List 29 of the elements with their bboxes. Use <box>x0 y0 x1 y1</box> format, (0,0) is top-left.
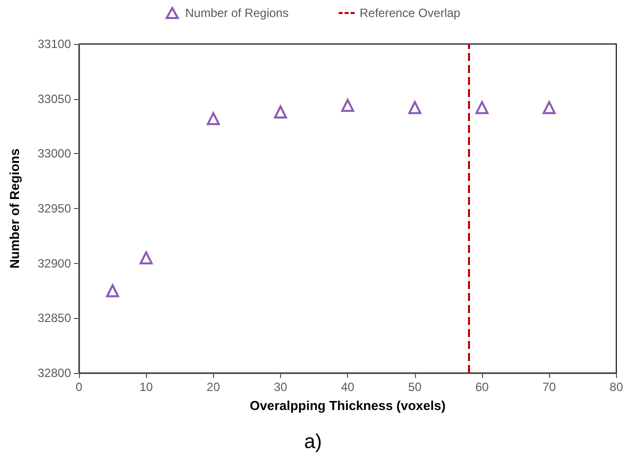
x-tick-label: 50 <box>408 380 422 394</box>
y-tick-label: 32800 <box>38 366 72 380</box>
text: a) <box>304 431 322 453</box>
legend-label: Number of Regions <box>185 6 289 20</box>
point <box>408 101 422 114</box>
x-tick-label: 80 <box>610 380 624 394</box>
y-tick-label: 33050 <box>38 92 72 106</box>
x-tick-label: 10 <box>139 380 154 394</box>
point <box>106 284 120 298</box>
y-tick-label: 33100 <box>38 37 72 51</box>
point <box>140 251 153 264</box>
point <box>206 112 220 126</box>
y-tick-label: 32900 <box>38 256 72 270</box>
point <box>475 101 488 114</box>
x-tick-label: 30 <box>274 380 288 394</box>
y-tick-label: 33000 <box>38 146 72 161</box>
x-tick-label: 40 <box>340 380 355 394</box>
x-tick-label: 20 <box>206 380 220 394</box>
x-axis-title: Overalpping Thickness (voxels) <box>250 398 446 413</box>
point <box>274 105 287 118</box>
y-tick-label: 32950 <box>38 202 72 216</box>
y-tick-label: 32850 <box>38 311 72 326</box>
legend-label: Reference Overlap <box>360 6 461 20</box>
x-tick-label: 60 <box>475 380 489 394</box>
x-tick-label: 70 <box>542 380 556 394</box>
x-tick-label: 0 <box>76 380 83 394</box>
y-axis-title: Number of Regions <box>7 148 22 268</box>
point <box>341 98 354 112</box>
point <box>542 101 556 114</box>
